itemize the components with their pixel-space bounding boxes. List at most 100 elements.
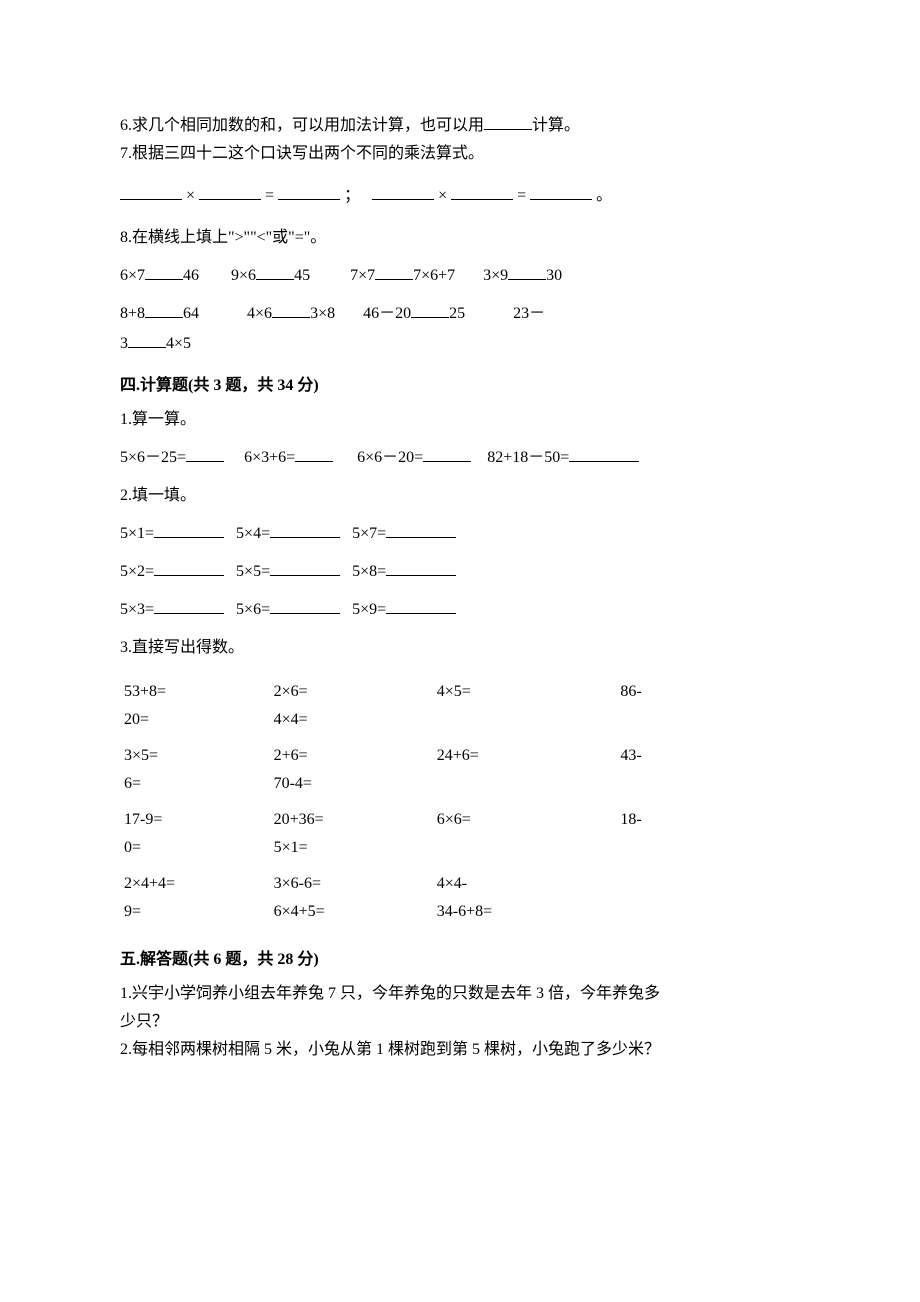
cell-text: 6×6= [437,808,613,832]
q7-eq-1: = [265,187,274,204]
cell-text: 24+6= [437,744,613,768]
s4q2-row-3: 5×3= 5×6= 5×9= [120,598,800,622]
q7-blank-3 [278,184,340,200]
cell-text: 17-9= [124,808,266,832]
q8r2-a2: 64 [183,305,199,322]
q8r2-c-blank [411,302,449,318]
question-6: 6.求几个相同加数的和，可以用加法计算，也可以用 计算。 [120,114,800,138]
q8r1-a-blank [145,264,183,280]
q6-text-b: 计算。 [532,117,580,134]
question-7-expr: × = ； × = 。 [120,184,800,208]
q7-blank-6 [530,184,592,200]
s4q1-title: 1.算一算。 [120,408,800,432]
cell-text: 6×4+5= [274,900,429,924]
q7-blank-2 [199,184,261,200]
cell-text: 43- [620,744,796,768]
q8r1-d-blank [508,264,546,280]
q7-semicolon: ； [344,187,360,204]
s4q2-1-2-blank [386,560,456,576]
cell-text: 0= [124,836,266,860]
cell-text: 53+8= [124,680,266,704]
s4q2-title: 2.填一填。 [120,484,800,508]
s4q1-d: 82+18－50= [487,449,569,466]
q8r2-c: 46－20 [363,305,411,322]
s4q2-2-2: 5×9= [352,601,386,618]
cell-text: 70-4= [274,772,429,796]
q8r2-b-blank [272,302,310,318]
s5q1-line1: 1.兴宇小学饲养小组去年养兔 7 只，今年养兔的只数是去年 3 倍，今年养兔多 [120,982,800,1006]
s4q2-1-1-blank [270,560,340,576]
q8r1-b-blank [256,264,294,280]
question-8-title: 8.在横线上填上">""<"或"="。 [120,226,800,250]
q7-mul-2: × [438,187,447,204]
s4q2-0-0-blank [154,522,224,538]
q8r1-a: 6×7 [120,267,145,284]
table-row: 17-9= 0= 20+36= 5×1= 6×6= 18- [120,802,800,866]
s4q1-a-blank [186,446,224,462]
s4q1-b: 6×3+6= [244,449,295,466]
s4q1-c: 6×6－20= [357,449,423,466]
s4q2-2-1: 5×6= [236,601,270,618]
s4q2-row-1: 5×1= 5×4= 5×7= [120,522,800,546]
worksheet-page: 6.求几个相同加数的和，可以用加法计算，也可以用 计算。 7.根据三四十二这个口诀… [0,0,920,1126]
cell-text: 3×5= [124,744,266,768]
q6-blank [484,114,532,130]
cell-text: 3×6-6= [274,872,429,896]
s4q2-row-2: 5×2= 5×5= 5×8= [120,560,800,584]
q7-blank-1 [120,184,182,200]
s4q2-0-2-blank [386,522,456,538]
s4q2-1-0-blank [154,560,224,576]
s4q1-a: 5×6－25= [120,449,186,466]
q8r2-a-blank [145,302,183,318]
s5q2-text: 2.每相邻两棵树相隔 5 米，小兔从第 1 棵树跑到第 5 棵树，小兔跑了多少米… [120,1038,800,1062]
q8r2-d: 23－ [513,305,545,322]
s4q1-row: 5×6－25= 6×3+6= 6×6－20= 82+18－50= [120,446,800,470]
s4q2-0-2: 5×7= [352,525,386,542]
cell-text: 20= [124,708,266,732]
s4q2-2-2-blank [386,598,456,614]
q8r1-c2: 7×6+7 [413,267,455,284]
s4q1-c-blank [423,446,471,462]
table-row: 2×4+4=9= 3×6-6=6×4+5= 4×4-34-6+8= [120,866,800,930]
table-row: 53+8=20= 2×6=4×4= 4×5= 86- [120,674,800,738]
q7-blank-5 [451,184,513,200]
cell-text: 9= [124,900,266,924]
q6-text-a: 6.求几个相同加数的和，可以用加法计算，也可以用 [120,117,484,134]
q8r1-b: 9×6 [231,267,256,284]
q8-row-1: 6×746 9×645 7×77×6+7 3×930 [120,264,800,288]
table-row: 3×5= 6= 2+6= 70-4= 24+6= 43- [120,738,800,802]
question-7-title: 7.根据三四十二这个口诀写出两个不同的乘法算式。 [120,142,800,166]
s4q2-0-1-blank [270,522,340,538]
s4q2-2-0-blank [154,598,224,614]
s4q1-d-blank [569,446,639,462]
s5q1-line2: 少只？ [120,1010,800,1034]
s4q1-b-blank [295,446,333,462]
q8r2-d2: 4×5 [166,335,191,352]
q7-period: 。 [596,187,612,204]
s4q2-0-0: 5×1= [120,525,154,542]
cell-text: 20+36= [274,808,429,832]
q8r1-b2: 45 [294,267,310,284]
section-5-heading: 五.解答题(共 6 题，共 28 分) [120,948,800,972]
q7-eq-2: = [517,187,526,204]
q8r1-c-blank [375,264,413,280]
s4q3-title: 3.直接写出得数。 [120,636,800,660]
q7-blank-4 [372,184,434,200]
q8r2-c2: 25 [449,305,465,322]
q8r1-c: 7×7 [350,267,375,284]
cell-text: 2×4+4= [124,872,266,896]
q8r2-a: 8+8 [120,305,145,322]
cell-text: 86- [620,680,796,704]
cell-text: 6= [124,772,266,796]
q8r2-d-cont: 3 [120,335,128,352]
q8r1-d: 3×9 [483,267,508,284]
q8-row-2: 8+864 4×63×8 46－2025 23－ [120,302,800,326]
cell-text: 4×4= [274,708,429,732]
cell-text: 5×1= [274,836,429,860]
q8r2-b2: 3×8 [310,305,335,322]
s4q2-1-2: 5×8= [352,563,386,580]
cell-text: 34-6+8= [437,900,613,924]
cell-text: 2+6= [274,744,429,768]
cell-text: 18- [620,808,796,832]
s4q2-2-0: 5×3= [120,601,154,618]
